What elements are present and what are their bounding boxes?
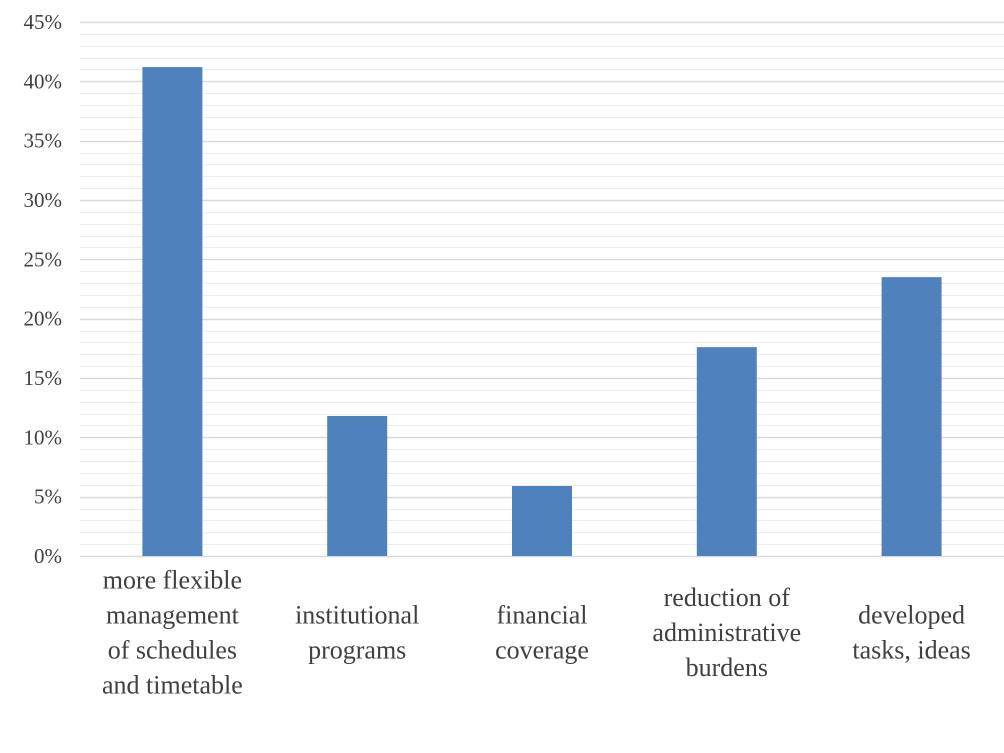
x-category-label-line: coverage xyxy=(495,636,589,665)
x-category-label: reduction of administrative burdens xyxy=(652,583,801,682)
x-category-label-line: developed xyxy=(858,601,965,630)
x-category-label-line: of schedules xyxy=(108,636,237,665)
y-tick-label: 20% xyxy=(24,307,63,331)
x-category-label: developed tasks, ideas xyxy=(852,601,970,665)
y-tick-label: 40% xyxy=(24,69,63,93)
y-tick-label: 25% xyxy=(24,247,63,271)
x-category-label-line: management xyxy=(106,601,240,630)
y-tick-label: 15% xyxy=(24,366,63,390)
x-category-label-line: burdens xyxy=(686,653,768,682)
x-category-label-line: and timetable xyxy=(102,671,243,700)
y-tick-label: 35% xyxy=(24,129,63,153)
y-tick-label: 5% xyxy=(34,485,62,509)
x-category-label-line: reduction of xyxy=(664,583,791,612)
gridlines xyxy=(80,21,1004,558)
x-axis-category-labels: more flexible management of schedules and t… xyxy=(102,566,971,700)
x-category-label: more flexible management of schedules and t… xyxy=(102,566,243,700)
y-tick-label: 0% xyxy=(34,544,62,568)
bar xyxy=(696,347,757,556)
x-category-label-line: tasks, ideas xyxy=(852,636,970,665)
x-category-label: financial coverage xyxy=(495,601,589,665)
x-category-label-line: more flexible xyxy=(103,566,242,595)
y-tick-label: 30% xyxy=(24,188,63,212)
x-category-label-line: programs xyxy=(308,636,406,665)
bar xyxy=(881,277,942,556)
x-category-label: institutional programs xyxy=(295,601,419,665)
x-category-label-line: institutional xyxy=(295,601,419,630)
bars xyxy=(142,67,942,557)
bar xyxy=(327,415,388,556)
y-tick-label: 10% xyxy=(24,425,63,449)
bar xyxy=(142,67,203,557)
y-tick-label: 45% xyxy=(24,10,63,34)
bar xyxy=(512,485,572,556)
y-axis-tick-labels: 0% 5% 10% 15% 20% 25% 30% 35% 40% 45% xyxy=(24,10,63,568)
x-category-label-line: administrative xyxy=(652,618,801,647)
x-category-label-line: financial xyxy=(497,601,588,630)
